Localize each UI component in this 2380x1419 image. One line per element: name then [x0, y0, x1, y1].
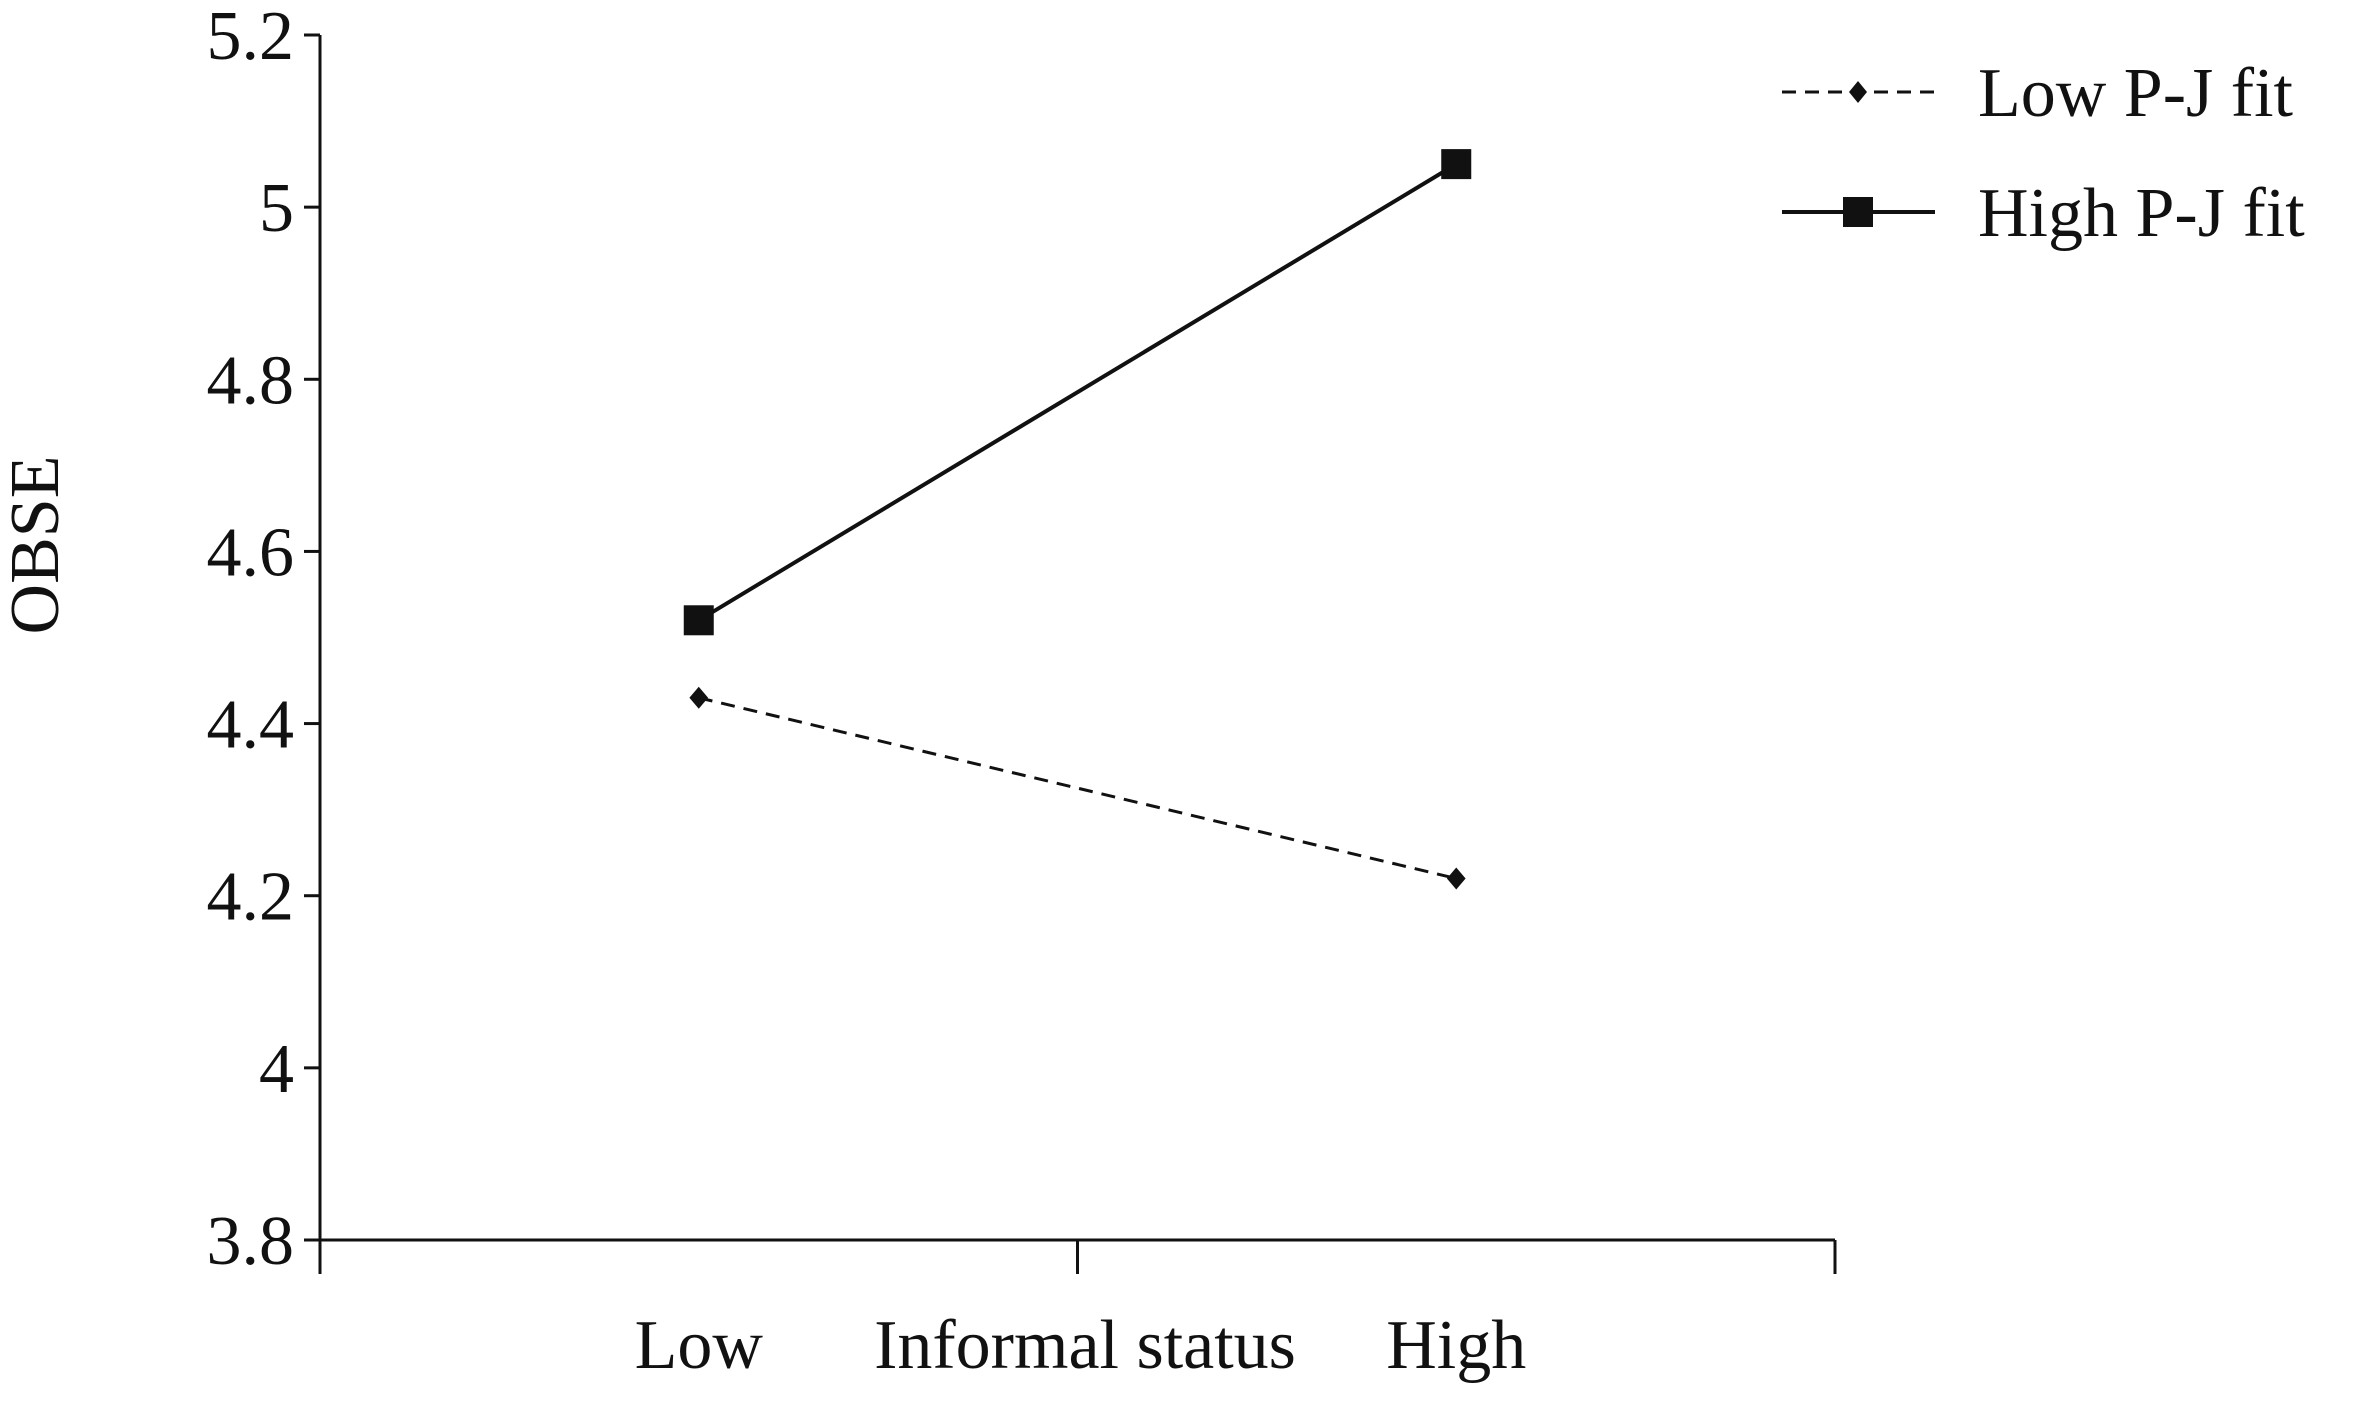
data-point-square [1441, 149, 1472, 180]
y-tick-label: 4.2 [207, 859, 295, 936]
legend-diamond-marker [1849, 81, 1867, 103]
y-tick-label: 4.4 [207, 687, 295, 764]
data-point-square [683, 605, 714, 636]
legend-label-high-pj-fit: High P-J fit [1978, 175, 2305, 252]
x-category-label: Low [635, 1307, 764, 1384]
series-line [697, 162, 1458, 622]
y-axis-title: OBSE [0, 456, 74, 635]
series-high-p-j-fit [683, 149, 1472, 636]
x-axis-title: Informal status [874, 1307, 1296, 1384]
y-tick-label: 3.8 [207, 1203, 295, 1280]
legend-square-marker [1843, 197, 1873, 227]
y-tick-label: 5 [259, 170, 294, 247]
x-category-label: High [1386, 1307, 1526, 1384]
y-tick-label: 4 [259, 1031, 294, 1108]
legend-item-low-pj-fit: Low P-J fit [1782, 55, 2294, 132]
y-tick-label: 5.2 [207, 0, 295, 75]
legend: Low P-J fit High P-J fit [1782, 55, 2305, 252]
x-axis-ticks: Low High [318, 1240, 1837, 1384]
y-tick-label: 4.6 [207, 514, 295, 591]
data-point-diamond [689, 686, 709, 709]
y-tick-label: 4.8 [207, 342, 295, 419]
series-layer [683, 149, 1472, 890]
legend-label-low-pj-fit: Low P-J fit [1978, 55, 2294, 132]
series-low-p-j-fit [689, 686, 1466, 890]
y-axis-ticks: 3.8 4 4.2 4.4 4.6 4.8 5 5.2 [207, 0, 320, 1280]
legend-item-high-pj-fit: High P-J fit [1782, 175, 2305, 252]
data-point-diamond [1446, 867, 1466, 890]
series-line [698, 696, 1457, 880]
